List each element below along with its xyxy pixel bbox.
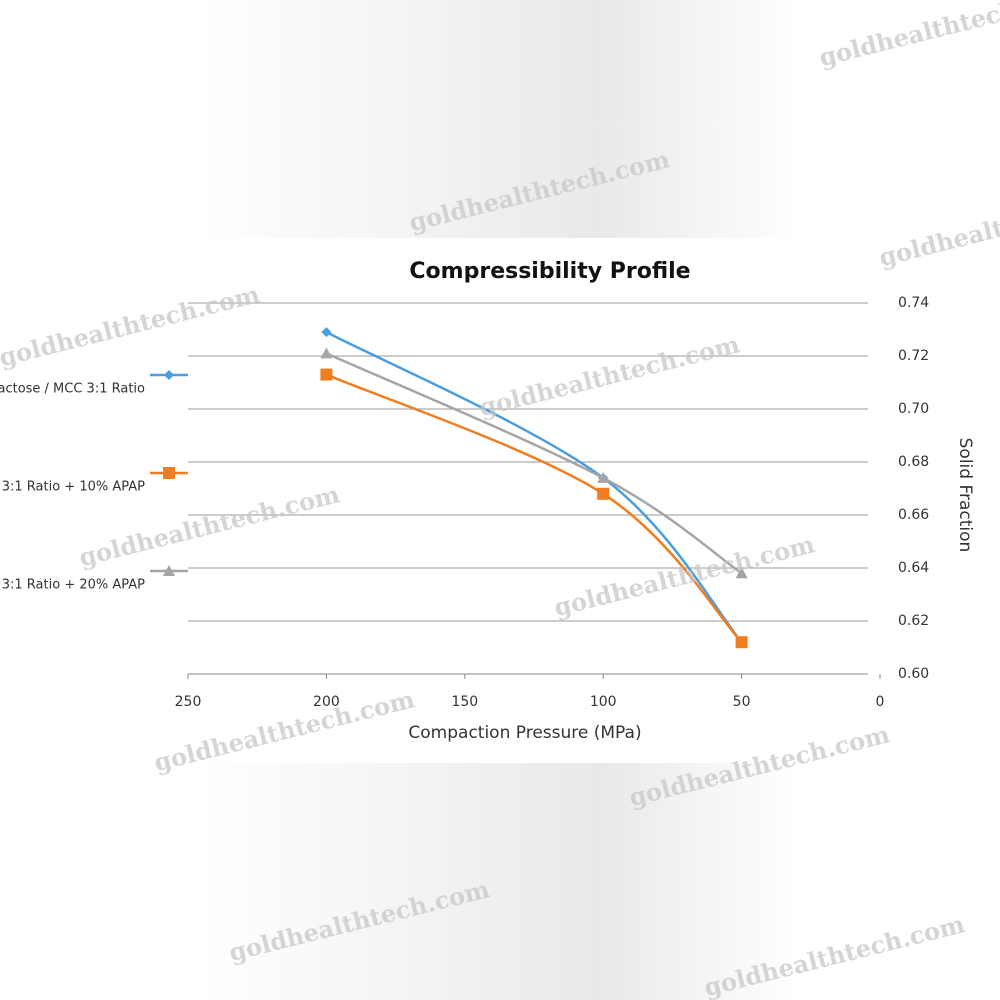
marker: [321, 327, 332, 338]
legend-label: 3:1 Ratio + 10% APAP: [2, 480, 145, 495]
x-tick-label: 0: [876, 694, 885, 710]
y-tick-label: 0.74: [898, 295, 929, 311]
marker: [735, 636, 748, 649]
marker: [735, 567, 748, 579]
x-tick-label: 150: [451, 694, 478, 710]
x-tick-label: 100: [590, 694, 617, 710]
legend-label: 3:1 Ratio + 20% APAP: [2, 578, 145, 593]
x-axis-title: Compaction Pressure (MPa): [408, 723, 641, 743]
x-tick-label: 50: [733, 694, 751, 710]
y-tick-label: 0.62: [898, 613, 929, 629]
chart-title: Compressibility Profile: [409, 259, 690, 284]
y-tick-label: 0.60: [898, 666, 929, 682]
y-axis-title: Solid Fraction: [955, 438, 975, 553]
marker: [320, 368, 333, 381]
legend-marker: [164, 370, 174, 380]
legend-label: Lactose / MCC 3:1 Ratio: [0, 382, 145, 397]
x-tick-label: 200: [313, 694, 340, 710]
legend-marker: [163, 565, 175, 576]
marker: [320, 347, 333, 359]
y-tick-label: 0.68: [898, 454, 929, 470]
legend-marker: [163, 467, 175, 479]
marker: [597, 487, 610, 500]
series-line: [325, 373, 743, 644]
series-line: [325, 352, 743, 575]
y-tick-label: 0.70: [898, 401, 929, 417]
y-tick-label: 0.72: [898, 348, 929, 364]
y-tick-label: 0.64: [898, 560, 929, 576]
chart-area: [0, 238, 1000, 763]
marker: [597, 471, 610, 483]
x-tick-label: 250: [175, 694, 202, 710]
y-tick-label: 0.66: [898, 507, 929, 523]
